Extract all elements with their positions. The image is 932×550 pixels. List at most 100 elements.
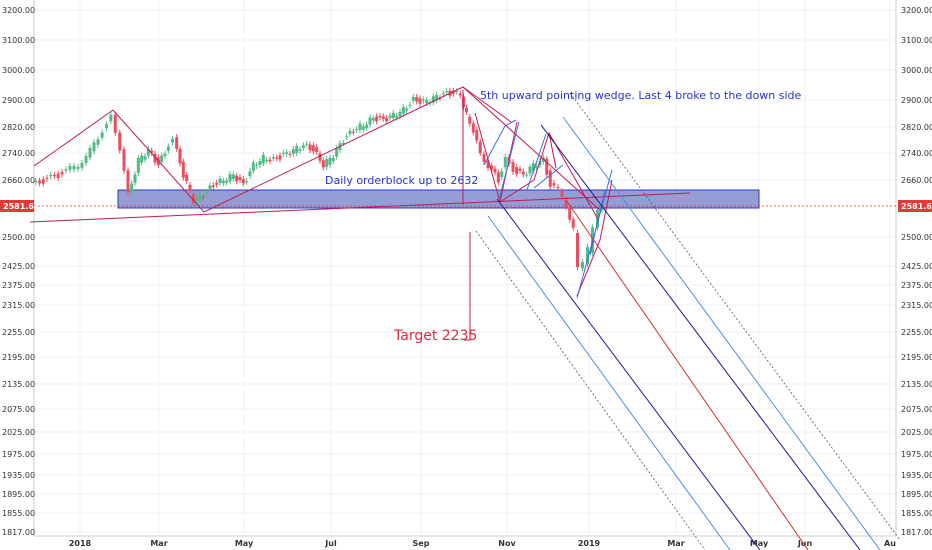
candle-body: [335, 148, 339, 157]
y-tick-label-right: 2820.00: [901, 123, 932, 132]
candle-body: [181, 161, 185, 178]
y-tick-label-left: 1935.00: [2, 471, 35, 480]
candle-body: [465, 107, 468, 113]
y-tick-label-left: 2500.00: [2, 233, 35, 242]
candle-body: [68, 166, 72, 170]
candle-body: [41, 179, 45, 184]
candle-body: [175, 137, 179, 149]
candle-body: [371, 118, 375, 121]
candle-body: [468, 116, 472, 124]
y-tick-label-left: 2425.00: [2, 262, 35, 271]
candle-body: [318, 153, 322, 161]
candle-body: [105, 124, 108, 128]
candle-body: [308, 144, 312, 151]
channel-lightblue-1: [562, 116, 881, 550]
candle-body: [268, 159, 272, 162]
candle-body: [205, 191, 209, 194]
candle-body: [552, 183, 556, 186]
wedge-1: [474, 112, 518, 203]
candle-body: [345, 136, 349, 138]
grid: [33, 0, 897, 537]
candle-body: [435, 94, 439, 101]
candle-body: [388, 115, 392, 118]
candle-body: [401, 107, 405, 114]
wedge-upper: [462, 86, 512, 123]
y-tick-label-left: 1817.00: [2, 528, 35, 537]
candle-body: [146, 148, 150, 156]
candle-body: [38, 180, 42, 184]
candle-body: [201, 196, 205, 198]
candle-body: [325, 159, 329, 167]
orderblock-zone[interactable]: [117, 189, 760, 209]
target-marker: [464, 232, 471, 341]
channel-lines: [475, 92, 901, 550]
candle-body: [251, 162, 255, 171]
orderblock-annotation[interactable]: Daily orderblock up to 2632: [325, 174, 478, 187]
candle-body: [225, 180, 229, 183]
price-tag-right: 2581.68: [898, 200, 932, 212]
candle-body: [528, 166, 532, 174]
y-tick-label-left: 3200.00: [2, 6, 35, 15]
candle-body: [96, 139, 100, 145]
y-tick-label-right: 2425.00: [901, 262, 932, 271]
candle-body: [245, 181, 249, 183]
y-tick-label-right: 2740.00: [901, 149, 932, 158]
y-tick-label-right: 2255.00: [901, 328, 932, 337]
y-tick-label-right: 2135.00: [901, 380, 932, 389]
wedge-annotation[interactable]: 5th upward pointing wedge. Last 4 broke …: [480, 89, 802, 102]
wedge-4: [576, 179, 613, 297]
candle-body: [405, 108, 409, 111]
candle-body: [311, 145, 315, 152]
target-annotation[interactable]: Target 2235: [393, 328, 477, 344]
x-tick-label: May: [235, 539, 254, 548]
candle-body: [301, 145, 305, 148]
candle-body: [490, 165, 494, 170]
y-tick-label-left: 3000.00: [2, 66, 35, 75]
candle-body: [556, 187, 560, 189]
candle-body: [391, 112, 395, 119]
y-tick-label-right: 2375.00: [901, 281, 932, 290]
candle-body: [408, 104, 412, 106]
y-tick-label-right: 2315.00: [901, 301, 932, 310]
candle-body: [231, 174, 235, 179]
right-axis: 3200.00 3100.00 3000.00 2900.00 2820.00 2740.…: [901, 6, 932, 537]
candle-body: [88, 147, 92, 158]
y-tick-label-right: 3200.00: [901, 6, 932, 15]
candle-body: [208, 185, 212, 189]
candle-body: [178, 148, 182, 164]
y-tick-label-right: 1817.00: [901, 528, 932, 537]
price-tag-left: 2581.68: [0, 200, 40, 212]
candle-body: [560, 191, 564, 197]
y-tick-label-left: 2820.00: [2, 123, 35, 132]
candle-body: [153, 153, 157, 163]
candle-body: [482, 154, 486, 162]
candle-body: [136, 157, 140, 173]
y-tick-label-left: 2660.00: [2, 176, 35, 185]
candle-body: [64, 169, 68, 171]
candle-body: [381, 116, 385, 119]
candle-body: [143, 156, 147, 160]
candle-body: [126, 170, 130, 193]
candle-body: [515, 167, 519, 175]
candle-body: [586, 247, 589, 265]
candle-body: [525, 174, 529, 176]
y-tick-label-right: 2075.00: [901, 405, 932, 414]
candle-body: [571, 219, 575, 228]
candle-body: [72, 165, 76, 170]
y-tick-label-right: 1975.00: [901, 450, 932, 459]
candle-body: [56, 173, 60, 178]
candle-body: [49, 174, 53, 177]
candle-body: [441, 93, 445, 95]
candle-body: [385, 117, 389, 122]
candle-body: [445, 91, 449, 93]
candle-body: [486, 160, 490, 168]
candle-body: [133, 174, 137, 183]
candle-body: [215, 182, 219, 185]
candle-body: [564, 199, 568, 208]
candle-body: [475, 129, 479, 141]
candle-body: [261, 155, 265, 164]
channel-lightblue-2: [487, 215, 731, 550]
trendline-base: [29, 192, 691, 223]
y-tick-label-right: 1935.00: [901, 471, 932, 480]
